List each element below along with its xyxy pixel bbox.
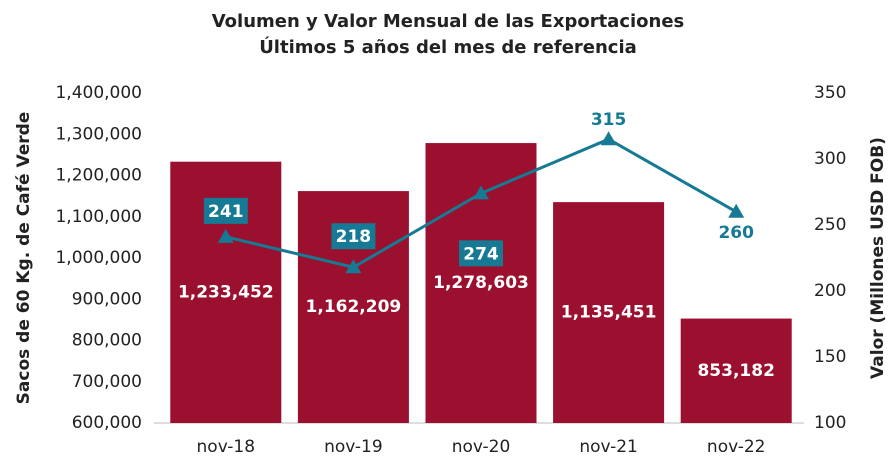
y2-tick-label: 200 bbox=[814, 281, 846, 301]
y-tick-label: 900,000 bbox=[72, 289, 142, 309]
x-tick-label: nov-18 bbox=[197, 437, 256, 457]
y-tick-label: 1,400,000 bbox=[55, 83, 142, 103]
bar-label: 1,162,209 bbox=[306, 297, 402, 317]
y-tick-label: 1,200,000 bbox=[55, 166, 142, 186]
bar bbox=[553, 202, 665, 423]
y-tick-label: 800,000 bbox=[72, 331, 142, 351]
bar-label: 1,278,603 bbox=[433, 273, 529, 293]
y-tick-label: 700,000 bbox=[72, 372, 142, 392]
line-marker bbox=[473, 185, 489, 200]
line-label: 241 bbox=[208, 202, 244, 222]
bar-label: 1,135,451 bbox=[561, 303, 657, 323]
y2-axis-label: Valor (Millones USD FOB) bbox=[868, 137, 888, 379]
y2-tick-label: 250 bbox=[814, 215, 846, 235]
chart-subtitle: Últimos 5 años del mes de referencia bbox=[259, 36, 637, 58]
x-tick-label: nov-22 bbox=[707, 437, 766, 457]
y2-tick-label: 150 bbox=[814, 347, 846, 367]
label-box bbox=[203, 197, 248, 224]
y-tick-label: 600,000 bbox=[72, 413, 142, 433]
bar-label: 1,233,452 bbox=[178, 282, 274, 302]
line-label: 274 bbox=[463, 244, 499, 264]
y2-tick-label: 350 bbox=[814, 83, 846, 103]
y-tick-label: 1,100,000 bbox=[55, 207, 142, 227]
line-label: 218 bbox=[336, 227, 372, 247]
y2-tick-label: 100 bbox=[814, 413, 846, 433]
line-marker bbox=[345, 259, 362, 274]
line-marker bbox=[217, 228, 234, 243]
bar bbox=[680, 318, 792, 423]
x-tick-label: nov-20 bbox=[452, 437, 511, 457]
y-axis-label: Sacos de 60 Kg. de Café Verde bbox=[14, 112, 34, 405]
chart-title: Volumen y Valor Mensual de las Exportaci… bbox=[212, 11, 685, 32]
x-tick-label: nov-21 bbox=[579, 437, 638, 457]
y-tick-label: 1,000,000 bbox=[55, 248, 142, 268]
line-marker bbox=[728, 203, 745, 218]
label-box bbox=[459, 240, 503, 267]
y-tick-label: 1,300,000 bbox=[55, 124, 142, 144]
y2-tick-label: 300 bbox=[814, 149, 846, 169]
bar-label: 853,182 bbox=[697, 361, 774, 381]
line-label: 260 bbox=[718, 223, 754, 243]
line-label: 315 bbox=[591, 110, 627, 130]
label-box bbox=[331, 223, 376, 250]
line-marker bbox=[600, 131, 617, 146]
x-tick-label: nov-19 bbox=[324, 437, 383, 457]
